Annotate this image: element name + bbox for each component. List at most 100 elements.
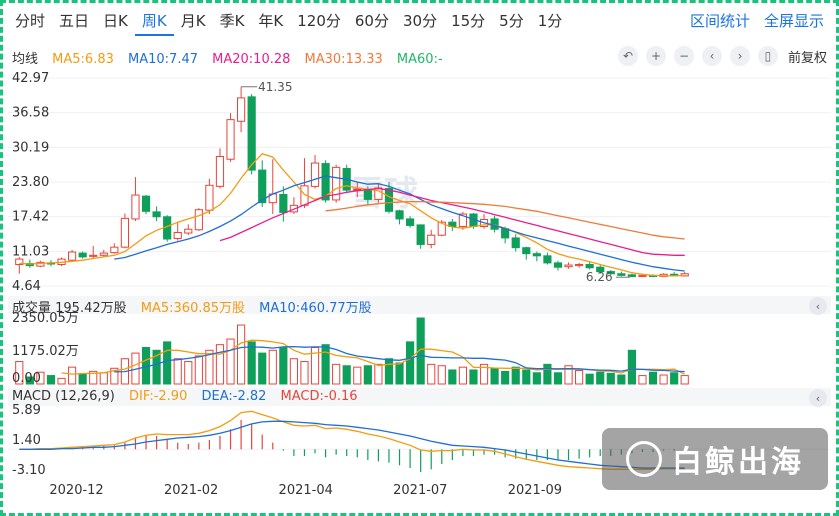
- low-price-annotation: 6.26: [586, 270, 613, 284]
- candle-body: [15, 258, 24, 266]
- volume-bar: [406, 341, 415, 385]
- zoom-out-icon[interactable]: −: [673, 46, 694, 66]
- volume-bar: [532, 372, 541, 385]
- watermark-text: 白鲸出海: [672, 445, 804, 480]
- volume-bar: [163, 341, 172, 385]
- candle-body: [606, 271, 615, 275]
- candle-body: [237, 97, 246, 122]
- tab-0[interactable]: 分时: [15, 12, 46, 30]
- candle-body: [395, 210, 404, 220]
- candle-body: [152, 211, 161, 218]
- ma30-line: [325, 200, 685, 240]
- candle-settings-icon[interactable]: ▯: [757, 46, 778, 66]
- candle-body: [68, 251, 77, 261]
- volume-legend-label: 成交量 195.42万股: [12, 301, 127, 316]
- ma10-label: MA10:7.47: [128, 52, 198, 67]
- candle-body: [110, 246, 119, 254]
- ma5-label: MA5:6.83: [52, 52, 114, 67]
- tab-4[interactable]: 月K: [180, 12, 206, 30]
- scroll-right-icon[interactable]: ›: [729, 46, 750, 66]
- volume-bar: [501, 370, 510, 385]
- candle-body: [522, 247, 531, 255]
- candle-body: [627, 274, 636, 277]
- volume-bar: [522, 369, 531, 385]
- tab-10[interactable]: 15分: [451, 12, 486, 30]
- volume-bar: [15, 361, 24, 385]
- volume-bar: [585, 373, 594, 385]
- zoom-in-icon[interactable]: +: [645, 46, 666, 66]
- candle-body: [310, 162, 320, 187]
- volume-bar: [596, 371, 605, 385]
- volume-bar: [479, 363, 489, 385]
- candle-body: [543, 255, 552, 264]
- volume-bar: [353, 366, 362, 385]
- watermark-logo-icon: [626, 441, 662, 477]
- macd-value-label: MACD:-0.16: [280, 389, 358, 404]
- price-axis-label: 4.64: [12, 279, 41, 294]
- x-axis-label: 2021-04: [279, 483, 333, 498]
- tab-1[interactable]: 五日: [59, 12, 90, 30]
- range-stats-button[interactable]: 区间统计: [689, 12, 750, 30]
- candle-body: [332, 166, 341, 201]
- price-axis-label: 30.19: [12, 140, 49, 155]
- candle-body: [553, 262, 563, 268]
- volume-bar: [194, 355, 203, 385]
- volume-bar: [670, 372, 679, 385]
- volume-bar: [268, 349, 277, 385]
- undo-icon[interactable]: ↶: [617, 46, 638, 66]
- macd-axis-label: 5.89: [12, 403, 41, 418]
- x-axis-label: 2021-09: [508, 483, 562, 498]
- dea-line: [19, 420, 685, 469]
- price-axis-label: 42.97: [12, 71, 49, 86]
- candle-body: [99, 252, 108, 256]
- tab-11[interactable]: 5分: [499, 12, 524, 30]
- volume-bar: [490, 368, 499, 385]
- scroll-left-icon[interactable]: ‹: [701, 46, 722, 66]
- right-actions: 区间统计 全屏显示: [683, 6, 831, 36]
- volume-bar: [543, 363, 552, 385]
- tab-6[interactable]: 年K: [258, 12, 284, 30]
- candle-body: [363, 188, 372, 200]
- volume-bar: [68, 366, 77, 385]
- volume-axis-label: 2350.05万: [12, 311, 79, 326]
- candle-body: [184, 228, 193, 234]
- candle-body: [78, 252, 87, 258]
- candle-body: [596, 266, 605, 273]
- volume-bar: [46, 375, 56, 385]
- adjust-mode-label[interactable]: 前复权: [787, 50, 827, 66]
- volume-bar: [226, 338, 235, 385]
- tab-7[interactable]: 120分: [297, 12, 341, 30]
- volume-bar: [648, 371, 658, 385]
- ma60-label: MA60:-: [396, 52, 443, 67]
- candle-body: [490, 218, 499, 230]
- ma10-line: [114, 175, 685, 272]
- volume-settings-icon[interactable]: ‹: [809, 297, 827, 315]
- candle-body: [215, 156, 225, 187]
- tab-5[interactable]: 季K: [219, 12, 245, 30]
- tab-12[interactable]: 1分: [537, 12, 563, 30]
- x-axis-label: 2021-07: [393, 483, 447, 498]
- ma30-label: MA30:13.33: [304, 52, 383, 67]
- candle-body: [131, 194, 140, 220]
- candle-body: [532, 253, 541, 257]
- corner-watermark: 白鲸出海: [602, 428, 828, 490]
- high-price-annotation: 41.35: [258, 80, 292, 94]
- volume-bar: [215, 344, 225, 385]
- volume-bar: [395, 362, 404, 385]
- volume-bar: [564, 365, 573, 385]
- tab-3[interactable]: 周K: [134, 6, 174, 36]
- candle-body: [205, 184, 214, 211]
- macd-settings-icon[interactable]: ‹: [809, 389, 827, 407]
- ma20-label: MA20:10.28: [212, 52, 291, 67]
- volume-bar: [427, 363, 436, 385]
- volume-bar: [184, 361, 193, 385]
- volume-bar: [89, 370, 98, 385]
- volume-bar: [638, 375, 647, 385]
- volume-bar: [78, 373, 87, 385]
- fullscreen-button[interactable]: 全屏显示: [763, 12, 824, 30]
- tab-9[interactable]: 30分: [402, 12, 438, 30]
- x-axis-label: 2021-02: [164, 483, 218, 498]
- tab-2[interactable]: 日K: [103, 12, 128, 30]
- tab-8[interactable]: 60分: [354, 12, 389, 30]
